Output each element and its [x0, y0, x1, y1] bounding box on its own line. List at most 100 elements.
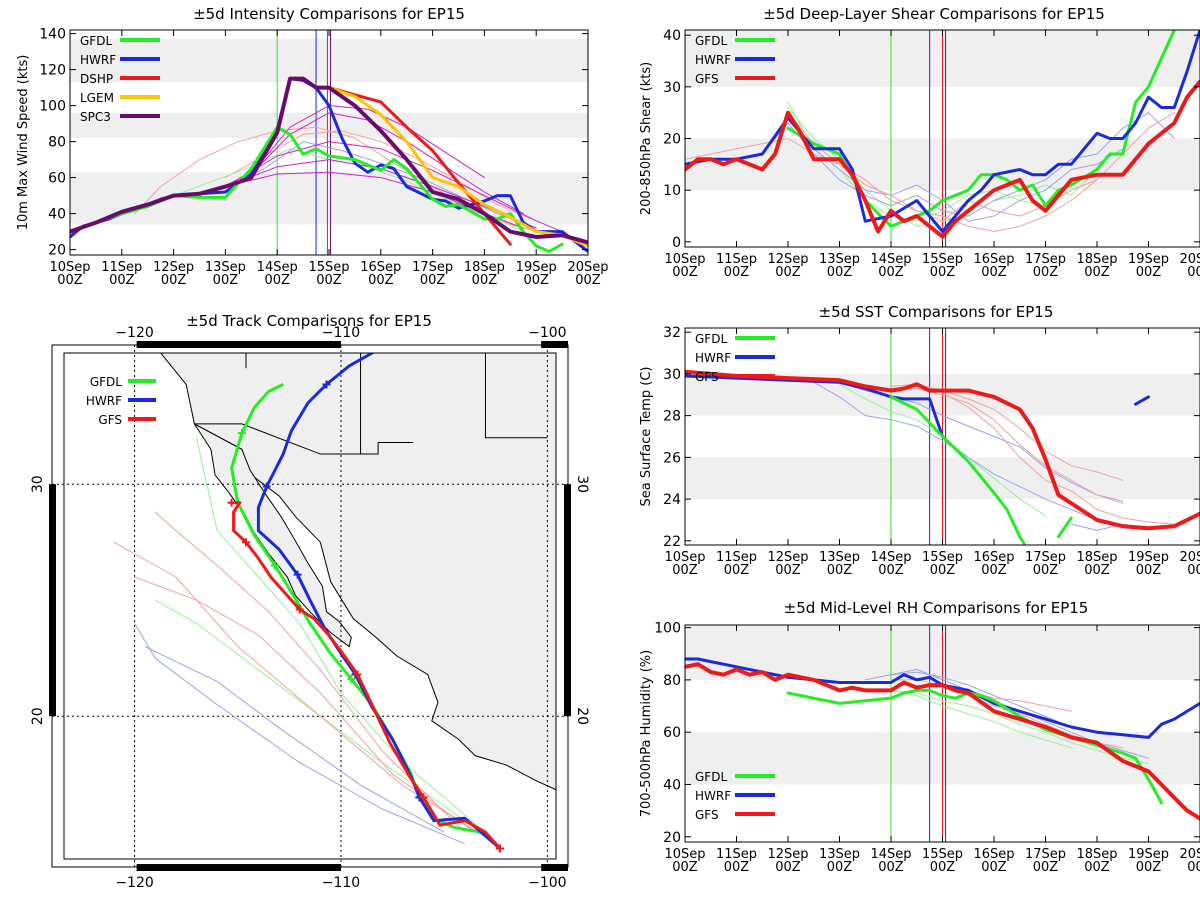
track-marker — [419, 793, 428, 802]
x-tick-hour: 00Z — [472, 273, 498, 288]
chart-title: ±5d SST Comparisons for EP15 — [819, 303, 1054, 321]
x-tick-hour: 00Z — [161, 273, 187, 288]
y-tick-label: 24 — [663, 492, 681, 508]
track-marker — [495, 844, 504, 853]
panel-intensity: 2040608010012014010Sep00Z11Sep00Z12Sep00… — [16, 5, 609, 288]
x-tick-day: 15Sep — [922, 550, 963, 565]
border-state — [484, 353, 548, 439]
track-marker — [262, 482, 271, 491]
series-line-ens_blue — [761, 112, 1175, 217]
y-tick-label: 100 — [39, 99, 66, 115]
lon-label-bottom: −110 — [322, 875, 360, 891]
x-tick-hour: 00Z — [368, 273, 394, 288]
x-tick-hour: 00Z — [264, 273, 290, 288]
x-tick-hour: 00Z — [930, 563, 956, 578]
x-tick-hour: 00Z — [981, 563, 1007, 578]
lon-label-top: −110 — [322, 325, 360, 341]
series-line-gfs — [685, 369, 1200, 531]
x-tick-day: 16Sep — [360, 260, 401, 275]
x-tick-hour: 00Z — [1187, 265, 1200, 280]
map-border-bar — [136, 864, 341, 871]
lon-label-top: −120 — [115, 325, 153, 341]
y-tick-label: 60 — [663, 725, 681, 741]
x-tick-day: 11Sep — [716, 252, 757, 267]
legend-label: LGEM — [80, 91, 114, 105]
chart-title: ±5d Intensity Comparisons for EP15 — [193, 5, 465, 23]
track-marker — [322, 380, 331, 389]
x-tick-day: 10Sep — [664, 252, 705, 267]
x-tick-day: 15Sep — [922, 847, 963, 862]
legend: GFDL HWRF GFS — [695, 332, 775, 384]
map-border-bar — [541, 341, 568, 348]
x-tick-hour: 00Z — [672, 265, 698, 280]
y-axis-label: Sea Surface Temp (C) — [639, 366, 654, 506]
track-marker — [242, 538, 251, 547]
y-tick-label: 26 — [663, 450, 681, 466]
y-tick-label: 32 — [663, 325, 681, 341]
map-border-bar — [136, 341, 341, 348]
series-line-ens_red — [890, 383, 1124, 481]
x-tick-hour: 00Z — [1136, 563, 1162, 578]
x-tick-hour: 00Z — [1084, 563, 1110, 578]
series-group — [685, 657, 1200, 821]
x-tick-day: 20Sep — [1179, 252, 1200, 267]
map-border-bar — [564, 484, 571, 717]
series-line-ens_blue — [224, 141, 537, 229]
panel-rh: 2040608010010Sep00Z11Sep00Z12Sep00Z13Sep… — [639, 599, 1200, 875]
x-tick-hour: 00Z — [672, 860, 698, 875]
series-line-gfs — [685, 662, 1200, 821]
legend-label: GFDL — [80, 34, 112, 48]
x-tick-day: 13Sep — [819, 847, 860, 862]
series-line-ens_magenta — [250, 112, 524, 215]
x-tick-day: 19Sep — [1128, 550, 1169, 565]
x-tick-hour: 00Z — [775, 563, 801, 578]
y-tick-label: 120 — [39, 63, 66, 79]
x-tick-day: 13Sep — [819, 550, 860, 565]
x-tick-day: 19Sep — [1128, 252, 1169, 267]
series-line-gfdl — [889, 395, 1027, 545]
legend: GFDL HWRF DSHP LGEM SPC3 — [80, 34, 160, 124]
x-tick-day: 19Sep — [516, 260, 557, 275]
y-tick-label: 30 — [663, 367, 681, 383]
track-marker — [353, 670, 362, 679]
x-tick-day: 14Sep — [257, 260, 298, 275]
x-tick-hour: 00Z — [109, 273, 135, 288]
track-line-ens_green — [154, 599, 466, 822]
x-tick-hour: 00Z — [981, 265, 1007, 280]
x-tick-day: 13Sep — [205, 260, 246, 275]
x-tick-hour: 00Z — [724, 860, 750, 875]
track-line-ens_blue — [134, 623, 465, 845]
x-tick-hour: 00Z — [827, 563, 853, 578]
x-tick-day: 18Sep — [1076, 252, 1117, 267]
series-line-ens_magenta — [250, 105, 485, 179]
track-line-ens_red — [154, 511, 466, 833]
series-group — [70, 76, 588, 253]
legend-label: GFS — [98, 413, 122, 427]
chart-title: ±5d Deep-Layer Shear Comparisons for EP1… — [763, 5, 1105, 23]
track-marker — [293, 570, 302, 579]
panel-sst: 22242628303210Sep00Z11Sep00Z12Sep00Z13Se… — [639, 303, 1200, 578]
x-tick-hour: 00Z — [213, 273, 239, 288]
lat-label-right: 20 — [574, 707, 590, 725]
y-tick-label: 20 — [663, 132, 681, 148]
legend: GFDL HWRF GFS — [695, 770, 775, 822]
x-tick-day: 18Sep — [1076, 550, 1117, 565]
y-axis-label: 700-500hPa Humidity (%) — [639, 650, 654, 817]
series-line-ens_green — [890, 689, 1149, 765]
tracks-group — [113, 353, 504, 853]
track-marker — [270, 561, 279, 570]
track-marker — [227, 498, 236, 507]
y-tick-label: 20 — [663, 830, 681, 846]
x-tick-day: 19Sep — [1128, 847, 1169, 862]
y-tick-label: 0 — [672, 235, 681, 251]
track-marker — [237, 429, 246, 438]
lon-label-bottom: −100 — [528, 875, 566, 891]
y-tick-label: 100 — [654, 621, 681, 637]
chart-title: ±5d Mid-Level RH Comparisons for EP15 — [784, 599, 1089, 617]
x-tick-day: 11Sep — [101, 260, 142, 275]
x-tick-hour: 00Z — [1084, 860, 1110, 875]
x-tick-hour: 00Z — [981, 860, 1007, 875]
lon-label-top: −100 — [528, 325, 566, 341]
legend-label: SPC3 — [80, 110, 111, 124]
